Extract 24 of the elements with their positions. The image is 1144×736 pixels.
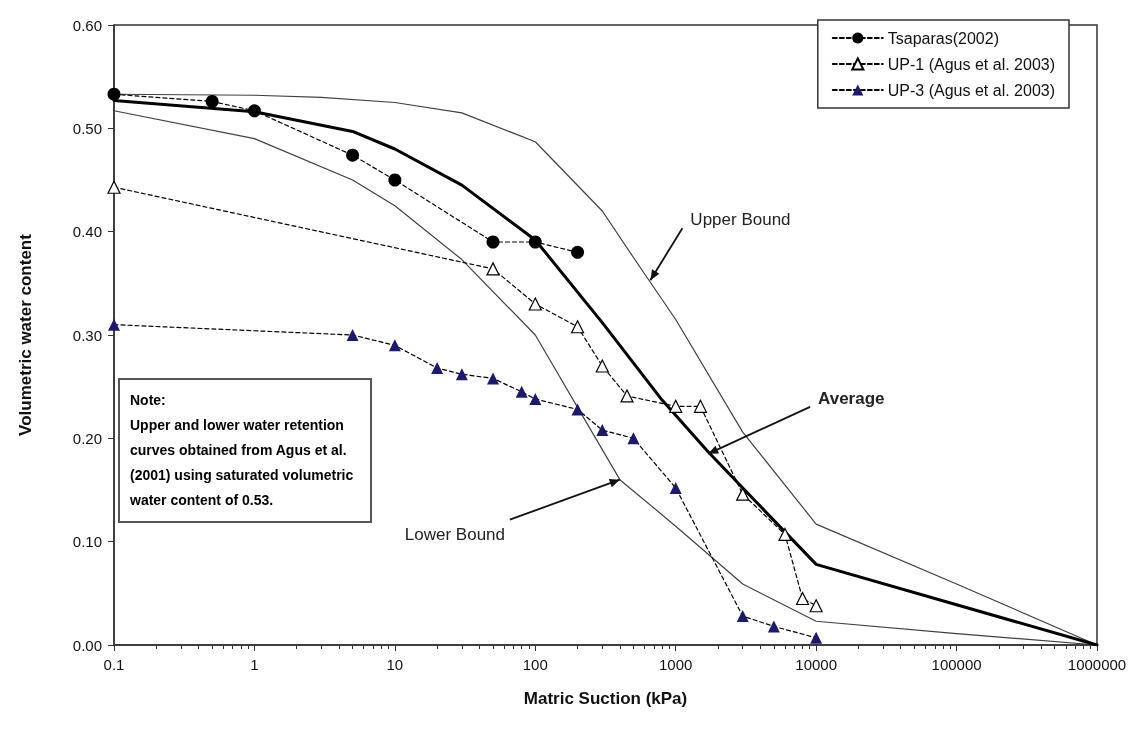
annotation: Average bbox=[818, 388, 885, 409]
y-tick-label: 0.20 bbox=[72, 429, 102, 447]
legend-label: UP-3 (Agus et al. 2003) bbox=[887, 81, 1056, 99]
x-tick-label: 0.1 bbox=[103, 656, 125, 673]
y-tick-label: 0.30 bbox=[72, 326, 102, 344]
x-tick-label: 1000000 bbox=[1067, 656, 1127, 673]
x-tick-label: 10000 bbox=[795, 656, 837, 673]
annotation: Lower Bound bbox=[404, 524, 506, 545]
y-tick-label: 0.10 bbox=[72, 533, 102, 551]
annotation: Upper Bound bbox=[690, 210, 791, 231]
y-tick-label: 0.50 bbox=[72, 119, 102, 137]
legend-label: UP-1 (Agus et al. 2003) bbox=[887, 55, 1056, 73]
y-axis-title: Volumetric water content bbox=[16, 233, 35, 436]
x-tick-label: 1000 bbox=[659, 656, 693, 673]
y-tick-label: 0.40 bbox=[72, 223, 102, 241]
legend-label: Tsaparas(2002) bbox=[887, 29, 999, 47]
x-tick-label: 100 bbox=[522, 656, 548, 673]
y-tick-label: 0.00 bbox=[72, 636, 102, 654]
x-tick-label: 1 bbox=[250, 656, 259, 673]
annotation: Note: Upper and lower water retention curves obtained from Agus et al. (2001) using saturated volumetric water content of 0.53. bbox=[118, 378, 372, 523]
x-tick-label: 100000 bbox=[931, 656, 982, 673]
y-tick-label: 0.60 bbox=[72, 16, 102, 34]
x-tick-label: 10 bbox=[386, 656, 404, 673]
x-axis-title: Matric Suction (kPa) bbox=[523, 689, 688, 708]
